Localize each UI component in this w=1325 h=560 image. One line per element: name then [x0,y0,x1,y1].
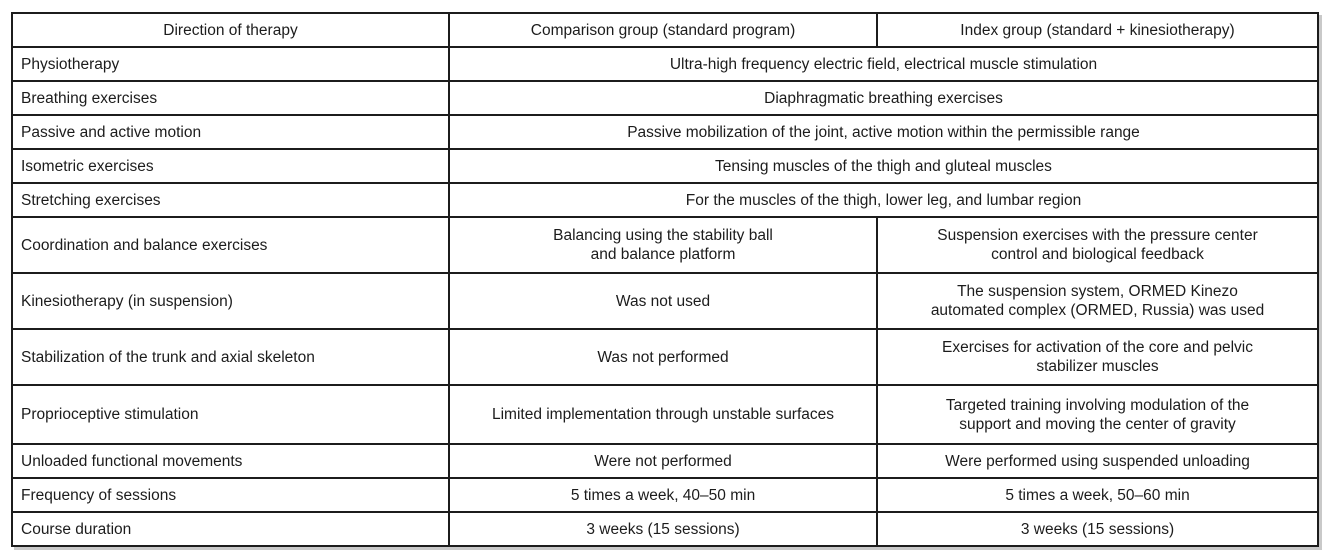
table-row-unloaded-movements: Unloaded functional movements Were not p… [11,443,1319,479]
cell-comparison-group: 5 times a week, 40–50 min [448,477,878,513]
table-row-course-duration: Course duration 3 weeks (15 sessions) 3 … [11,511,1319,547]
table-header-row: Direction of therapy Comparison group (s… [11,12,1319,48]
table-row-stretching-exercises: Stretching exercises For the muscles of … [11,182,1319,218]
cell-direction: Proprioceptive stimulation [11,384,450,445]
cell-index-group: Exercises for activation of the core and… [876,328,1319,386]
cell-comparison-group: Was not used [448,272,878,330]
cell-comparison-group: Balancing using the stability ball and b… [448,216,878,274]
cell-comparison-group: 3 weeks (15 sessions) [448,511,878,547]
column-header-comparison-group: Comparison group (standard program) [448,12,878,48]
table-row-kinesiotherapy: Kinesiotherapy (in suspension) Was not u… [11,272,1319,330]
cell-index-group: 5 times a week, 50–60 min [876,477,1319,513]
cell-merged-both-groups: Diaphragmatic breathing exercises [448,80,1319,116]
cell-direction: Stretching exercises [11,182,450,218]
cell-direction: Frequency of sessions [11,477,450,513]
table-row-breathing-exercises: Breathing exercises Diaphragmatic breath… [11,80,1319,116]
cell-direction: Kinesiotherapy (in suspension) [11,272,450,330]
cell-direction: Coordination and balance exercises [11,216,450,274]
table-row-proprioceptive-stimulation: Proprioceptive stimulation Limited imple… [11,384,1319,445]
cell-direction: Isometric exercises [11,148,450,184]
cell-direction: Physiotherapy [11,46,450,82]
table-row-passive-active-motion: Passive and active motion Passive mobili… [11,114,1319,150]
cell-merged-both-groups: For the muscles of the thigh, lower leg,… [448,182,1319,218]
column-header-direction-of-therapy: Direction of therapy [11,12,450,48]
table-row-trunk-stabilization: Stabilization of the trunk and axial ske… [11,328,1319,386]
cell-direction: Unloaded functional movements [11,443,450,479]
cell-direction: Passive and active motion [11,114,450,150]
cell-direction: Breathing exercises [11,80,450,116]
cell-index-group: 3 weeks (15 sessions) [876,511,1319,547]
cell-index-group: Suspension exercises with the pressure c… [876,216,1319,274]
cell-comparison-group: Limited implementation through unstable … [448,384,878,445]
cell-comparison-group: Were not performed [448,443,878,479]
column-header-index-group: Index group (standard + kinesiotherapy) [876,12,1319,48]
cell-direction: Stabilization of the trunk and axial ske… [11,328,450,386]
therapy-comparison-table-container: Direction of therapy Comparison group (s… [11,12,1319,547]
cell-index-group: Were performed using suspended unloading [876,443,1319,479]
cell-direction: Course duration [11,511,450,547]
cell-comparison-group: Was not performed [448,328,878,386]
table-row-isometric-exercises: Isometric exercises Tensing muscles of t… [11,148,1319,184]
table-row-session-frequency: Frequency of sessions 5 times a week, 40… [11,477,1319,513]
table-row-physiotherapy: Physiotherapy Ultra-high frequency elect… [11,46,1319,82]
cell-index-group: The suspension system, ORMED Kinezo auto… [876,272,1319,330]
cell-index-group: Targeted training involving modulation o… [876,384,1319,445]
therapy-comparison-table: Direction of therapy Comparison group (s… [11,12,1319,547]
table-row-coordination-balance: Coordination and balance exercises Balan… [11,216,1319,274]
cell-merged-both-groups: Ultra-high frequency electric field, ele… [448,46,1319,82]
cell-merged-both-groups: Passive mobilization of the joint, activ… [448,114,1319,150]
cell-merged-both-groups: Tensing muscles of the thigh and gluteal… [448,148,1319,184]
